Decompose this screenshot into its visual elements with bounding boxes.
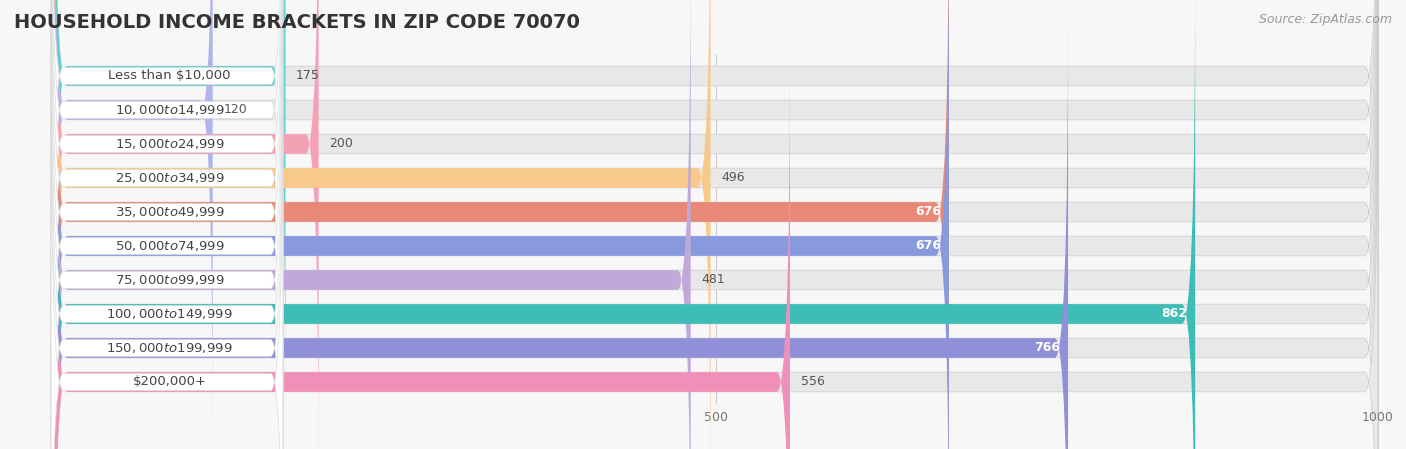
FancyBboxPatch shape [53,0,1378,449]
Text: 862: 862 [1161,308,1187,321]
Text: $25,000 to $34,999: $25,000 to $34,999 [115,171,225,185]
FancyBboxPatch shape [53,0,1378,406]
FancyBboxPatch shape [51,84,283,449]
Text: $50,000 to $74,999: $50,000 to $74,999 [115,239,225,253]
Text: 676: 676 [915,239,941,252]
FancyBboxPatch shape [51,0,283,442]
FancyBboxPatch shape [53,0,1378,449]
FancyBboxPatch shape [53,0,1195,449]
FancyBboxPatch shape [53,0,1378,449]
Text: $10,000 to $14,999: $10,000 to $14,999 [115,103,225,117]
FancyBboxPatch shape [53,0,1378,440]
FancyBboxPatch shape [51,0,283,408]
Text: $15,000 to $24,999: $15,000 to $24,999 [115,137,225,151]
Text: 200: 200 [329,137,353,150]
Text: 481: 481 [702,273,725,286]
FancyBboxPatch shape [53,0,319,449]
FancyBboxPatch shape [53,0,949,449]
FancyBboxPatch shape [53,0,710,449]
Text: 676: 676 [915,206,941,219]
FancyBboxPatch shape [53,0,212,440]
Text: Less than $10,000: Less than $10,000 [108,70,231,83]
FancyBboxPatch shape [53,0,949,449]
Text: 496: 496 [721,172,745,185]
FancyBboxPatch shape [51,50,283,449]
FancyBboxPatch shape [53,52,790,449]
Text: $35,000 to $49,999: $35,000 to $49,999 [115,205,225,219]
FancyBboxPatch shape [53,18,1378,449]
Text: 120: 120 [224,103,247,116]
FancyBboxPatch shape [51,0,283,449]
FancyBboxPatch shape [51,16,283,449]
FancyBboxPatch shape [53,0,690,449]
Text: 766: 766 [1033,342,1060,355]
FancyBboxPatch shape [53,52,1378,449]
FancyBboxPatch shape [53,0,1378,449]
Text: $100,000 to $149,999: $100,000 to $149,999 [107,307,233,321]
Text: Source: ZipAtlas.com: Source: ZipAtlas.com [1258,13,1392,26]
Text: HOUSEHOLD INCOME BRACKETS IN ZIP CODE 70070: HOUSEHOLD INCOME BRACKETS IN ZIP CODE 70… [14,13,579,32]
FancyBboxPatch shape [51,0,283,449]
Text: 556: 556 [800,375,824,388]
Text: 175: 175 [297,70,321,83]
Text: $150,000 to $199,999: $150,000 to $199,999 [107,341,233,355]
Text: $200,000+: $200,000+ [132,375,207,388]
FancyBboxPatch shape [53,0,1378,449]
Text: $75,000 to $99,999: $75,000 to $99,999 [115,273,225,287]
FancyBboxPatch shape [53,0,1378,449]
FancyBboxPatch shape [53,18,1069,449]
FancyBboxPatch shape [51,0,283,449]
FancyBboxPatch shape [51,0,283,449]
FancyBboxPatch shape [51,0,283,374]
FancyBboxPatch shape [53,0,285,406]
